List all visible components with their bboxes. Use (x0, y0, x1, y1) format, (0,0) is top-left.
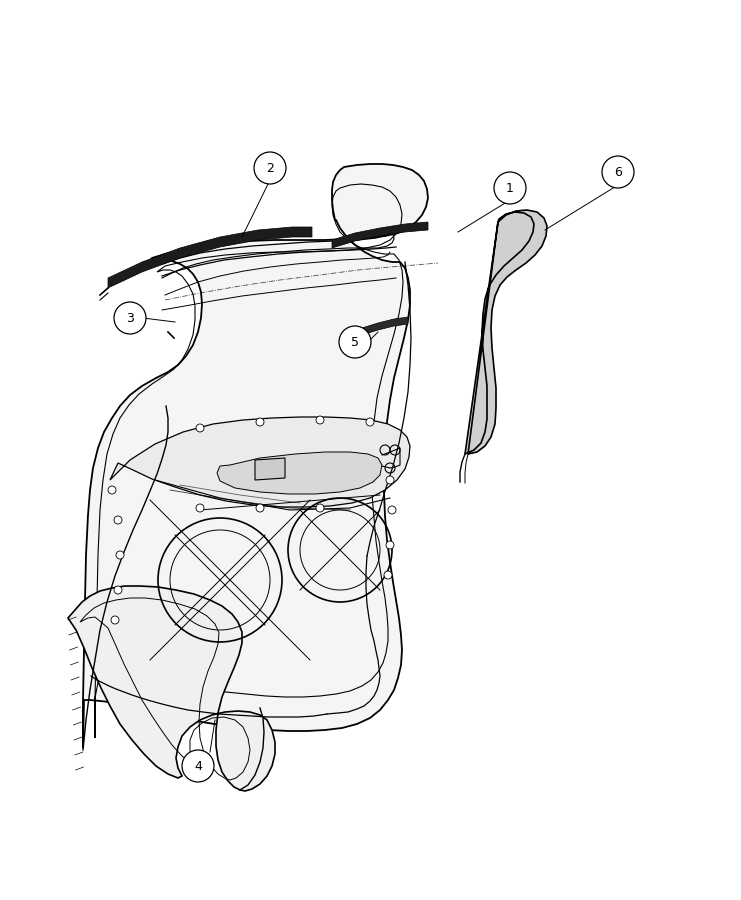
Circle shape (114, 586, 122, 594)
Text: 2: 2 (266, 161, 274, 175)
Polygon shape (68, 586, 275, 791)
Circle shape (494, 172, 526, 204)
Circle shape (388, 506, 396, 514)
Circle shape (316, 416, 324, 424)
Circle shape (116, 551, 124, 559)
Polygon shape (110, 417, 410, 507)
Polygon shape (217, 452, 382, 494)
Circle shape (384, 571, 392, 579)
Circle shape (196, 424, 204, 432)
Text: 5: 5 (351, 336, 359, 348)
Circle shape (256, 418, 264, 426)
Circle shape (339, 326, 371, 358)
Circle shape (386, 476, 394, 484)
Circle shape (602, 156, 634, 188)
Circle shape (114, 302, 146, 334)
Polygon shape (108, 227, 312, 288)
Polygon shape (348, 317, 408, 342)
Circle shape (386, 541, 394, 549)
Text: 3: 3 (126, 311, 134, 325)
Circle shape (196, 504, 204, 512)
Circle shape (182, 750, 214, 782)
Circle shape (108, 486, 116, 494)
Circle shape (254, 152, 286, 184)
Text: 1: 1 (506, 182, 514, 194)
Polygon shape (83, 164, 428, 748)
Circle shape (256, 504, 264, 512)
Circle shape (114, 516, 122, 524)
Polygon shape (255, 458, 285, 480)
Circle shape (316, 504, 324, 512)
Circle shape (366, 418, 374, 426)
Polygon shape (465, 210, 547, 454)
Text: 6: 6 (614, 166, 622, 178)
Text: 4: 4 (194, 760, 202, 772)
Polygon shape (332, 222, 428, 248)
Circle shape (111, 616, 119, 624)
